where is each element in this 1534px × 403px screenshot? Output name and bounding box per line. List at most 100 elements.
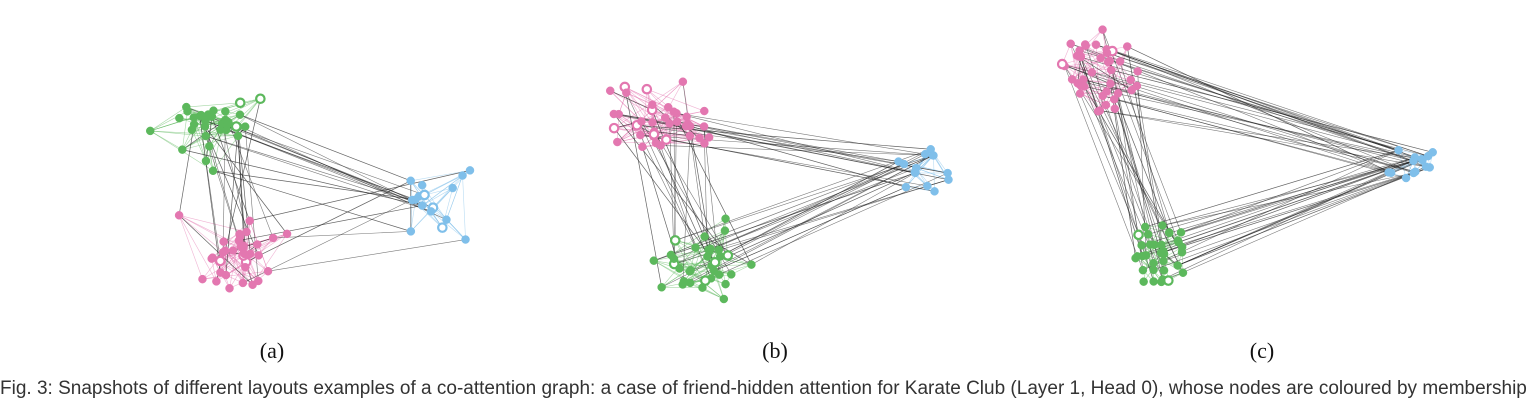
edge: [1137, 160, 1414, 257]
node: [1386, 168, 1396, 178]
edge: [613, 113, 729, 256]
edge: [675, 148, 931, 241]
edge: [610, 90, 653, 111]
edge: [646, 88, 705, 112]
node: [417, 180, 427, 190]
edge: [252, 233, 288, 285]
edge: [1130, 79, 1429, 157]
node: [636, 130, 645, 140]
node: [245, 216, 254, 226]
node: [426, 207, 436, 216]
node: [1159, 256, 1168, 266]
node: [923, 181, 932, 191]
edge: [1160, 172, 1414, 254]
edge: [1160, 160, 1414, 254]
edge: [1084, 86, 1423, 161]
node: [641, 83, 653, 95]
node: [201, 156, 211, 166]
edge: [150, 106, 187, 132]
node: [222, 121, 232, 130]
node: [1394, 145, 1403, 155]
node: [698, 283, 707, 292]
node: [216, 268, 225, 277]
node: [675, 264, 684, 273]
node: [1095, 106, 1105, 115]
node: [238, 278, 248, 288]
node: [1137, 240, 1146, 250]
edge: [1145, 149, 1399, 228]
panel-b-label: (b): [762, 338, 788, 363]
edge: [1113, 99, 1162, 254]
node: [1106, 79, 1115, 88]
node: [1102, 87, 1111, 96]
node: [1110, 95, 1119, 104]
node: [255, 93, 266, 105]
node: [1101, 100, 1111, 110]
node: [720, 226, 730, 235]
node: [648, 129, 660, 140]
node-layer: [605, 77, 953, 304]
node: [1173, 261, 1182, 270]
edge: [1064, 65, 1392, 174]
edge: [202, 270, 269, 280]
edge: [204, 126, 288, 235]
node: [1173, 236, 1183, 245]
node: [1159, 266, 1169, 275]
edge: [675, 240, 706, 281]
node: [406, 227, 416, 236]
node: [648, 118, 657, 127]
edge: [237, 135, 247, 262]
node: [1133, 67, 1142, 76]
edge: [673, 250, 710, 260]
edge-layer: [610, 81, 949, 300]
node: [608, 122, 620, 134]
node: [929, 151, 938, 160]
edge: [682, 155, 934, 285]
node: [649, 256, 659, 265]
edge: [675, 240, 709, 251]
node: [894, 157, 903, 166]
node: [254, 276, 263, 286]
edge: [1111, 69, 1433, 153]
edge: [1062, 63, 1131, 81]
node: [685, 131, 695, 141]
node: [678, 77, 688, 86]
panel-c-label: (c): [1249, 338, 1275, 363]
node: [417, 201, 427, 210]
node: [1428, 148, 1437, 157]
edge: [150, 130, 206, 137]
node: [1102, 48, 1112, 58]
node: [1418, 155, 1427, 165]
edge: [709, 185, 928, 252]
node: [1150, 240, 1159, 249]
edge: [653, 131, 729, 256]
node: [1113, 89, 1123, 98]
edge: [713, 186, 907, 272]
node: [208, 166, 218, 176]
edge: [422, 187, 453, 206]
node: [437, 222, 448, 233]
edge: [1077, 57, 1082, 84]
edge: [228, 122, 274, 239]
node: [242, 227, 251, 237]
edge: [720, 161, 899, 257]
node: [669, 107, 679, 116]
edge: [661, 153, 926, 288]
edge: [222, 123, 425, 196]
node: [672, 117, 682, 126]
node: [1178, 268, 1188, 277]
node: [1127, 85, 1136, 95]
node: [665, 119, 674, 128]
node: [660, 113, 670, 122]
node: [207, 254, 216, 263]
edge: [220, 246, 243, 273]
edge: [182, 111, 188, 150]
node: [1123, 42, 1132, 51]
node: [700, 232, 709, 241]
node: [638, 142, 647, 152]
node: [175, 113, 184, 123]
edge: [1106, 52, 1429, 157]
node: [706, 244, 715, 254]
edge: [1072, 79, 1414, 162]
panel-a-label: (a): [259, 338, 285, 363]
